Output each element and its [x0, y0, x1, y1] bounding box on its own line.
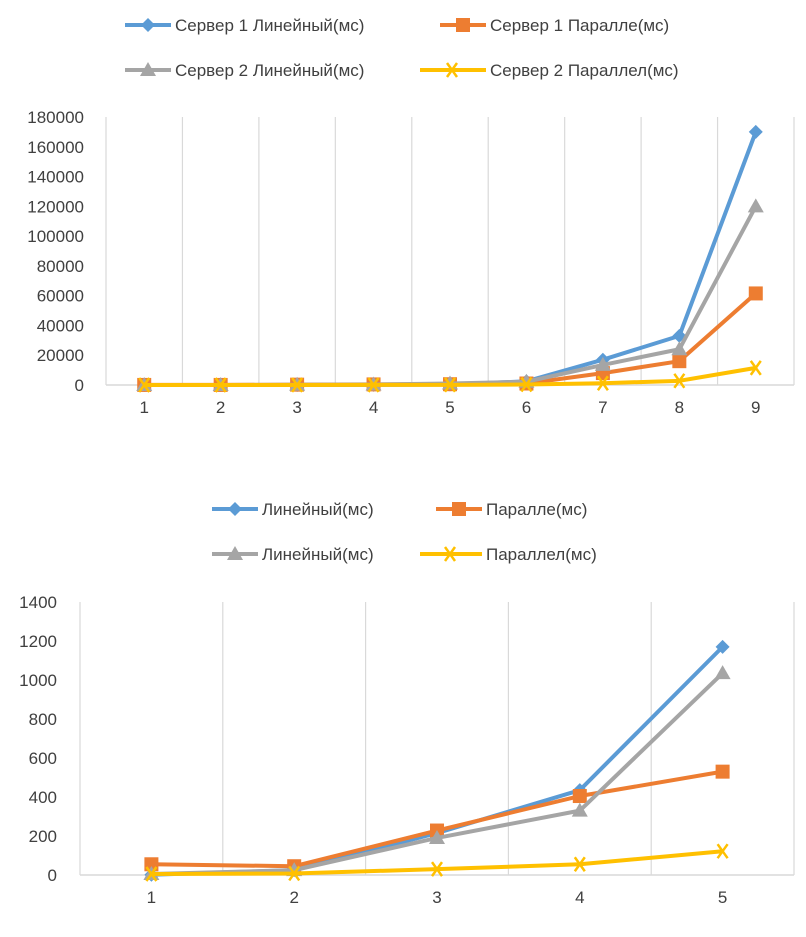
legend-item-series-4: Параллел(мс) [420, 545, 597, 564]
x-tick-label: 5 [718, 888, 727, 907]
y-tick-label: 1200 [19, 632, 57, 651]
y-tick-label: 600 [29, 749, 57, 768]
y-tick-label: 0 [75, 376, 84, 395]
y-tick-labels: 0 200 400 600 800 1000 1200 1400 [19, 593, 57, 885]
vertical-gridlines [105, 117, 795, 385]
x-tick-label: 8 [675, 398, 684, 417]
data-point-marker [571, 802, 588, 817]
legend-item-series-4: Сервер 2 Параллел(мс) [420, 61, 679, 80]
y-tick-label: 400 [29, 788, 57, 807]
x-tick-labels: 1 2 3 4 5 6 7 8 9 [139, 398, 760, 417]
y-tick-labels: 0 20000 40000 60000 80000 100000 120000 140000 1… [27, 108, 84, 395]
legend-label-series-4: Параллел(мс) [486, 545, 597, 564]
x-tick-label: 2 [216, 398, 225, 417]
series-line [151, 769, 723, 869]
data-point-marker [430, 861, 444, 877]
data-point-marker [288, 865, 301, 882]
legend-label-series-3: Линейный(мс) [262, 545, 374, 564]
x-tick-label: 7 [598, 398, 607, 417]
data-point-marker [716, 843, 729, 859]
data-point-marker [520, 376, 533, 393]
y-tick-label: 100000 [27, 227, 84, 246]
legend-item-series-1: Сервер 1 Линейный(мс) [125, 16, 364, 35]
data-point-marker [715, 639, 730, 654]
y-tick-label: 0 [48, 866, 57, 885]
series-1 [144, 639, 730, 882]
data-point-marker [748, 124, 763, 139]
legend-item-series-2: Паралле(мс) [436, 500, 587, 519]
y-tick-label: 20000 [37, 346, 84, 365]
y-tick-label: 80000 [37, 257, 84, 276]
data-point-marker [145, 866, 158, 882]
x-tick-label: 3 [292, 398, 301, 417]
legend-item-series-2: Сервер 1 Паралле(мс) [440, 16, 669, 35]
x-tick-label: 9 [751, 398, 760, 417]
data-point-marker [671, 341, 688, 356]
vertical-gridlines [79, 602, 795, 875]
legend-item-series-3: Линейный(мс) [212, 545, 374, 564]
x-tick-label: 2 [289, 888, 298, 907]
y-tick-label: 1000 [19, 671, 57, 690]
series-lines [136, 124, 764, 393]
x-tick-label: 4 [575, 888, 584, 907]
x-tick-label: 6 [522, 398, 531, 417]
data-point-marker [291, 377, 304, 393]
x-tick-labels: 1 2 3 4 5 [147, 888, 728, 907]
legend-item-series-1: Линейный(мс) [212, 500, 374, 519]
series-line [144, 205, 758, 387]
y-tick-label: 180000 [27, 108, 84, 127]
x-tick-label: 5 [445, 398, 454, 417]
data-point-marker [714, 665, 731, 680]
y-tick-label: 160000 [27, 138, 84, 157]
legend-label-series-2: Паралле(мс) [486, 500, 587, 519]
legend: Сервер 1 Линейный(мс) Сервер 1 Паралле(м… [125, 16, 679, 80]
legend-label-series-1: Сервер 1 Линейный(мс) [175, 16, 364, 35]
data-point-marker [596, 375, 609, 391]
series-3 [143, 665, 731, 881]
x-tick-label: 3 [432, 888, 441, 907]
data-point-marker [673, 373, 686, 389]
legend-label-series-1: Линейный(мс) [262, 500, 374, 519]
y-tick-label: 40000 [37, 316, 84, 335]
y-tick-label: 1400 [19, 593, 57, 612]
series-line [144, 131, 758, 387]
y-tick-label: 800 [29, 710, 57, 729]
data-point-marker [429, 829, 445, 844]
x-tick-label: 4 [369, 398, 378, 417]
data-point-marker [594, 356, 611, 371]
data-point-marker [747, 198, 764, 213]
data-point-marker [748, 286, 763, 301]
x-tick-label: 1 [139, 398, 148, 417]
series-lines [143, 639, 731, 882]
legend-label-series-2: Сервер 1 Паралле(мс) [490, 16, 669, 35]
legend: Линейный(мс) Паралле(мс) Линейный(мс) Па… [212, 500, 597, 564]
legend-item-series-3: Сервер 2 Линейный(мс) [125, 61, 364, 80]
y-tick-label: 200 [29, 827, 57, 846]
legend-label-series-3: Сервер 2 Линейный(мс) [175, 61, 364, 80]
chart-server-comparison: Сервер 1 Линейный(мс) Сервер 1 Паралле(м… [27, 16, 795, 417]
y-tick-label: 140000 [27, 168, 84, 187]
y-tick-label: 60000 [37, 287, 84, 306]
chart-test-comparison: Линейный(мс) Паралле(мс) Линейный(мс) Па… [19, 500, 795, 907]
data-point-marker [214, 377, 227, 393]
legend-label-series-4: Сервер 2 Параллел(мс) [490, 61, 679, 80]
data-point-marker [443, 377, 457, 393]
data-point-marker [715, 764, 730, 779]
y-tick-label: 120000 [27, 197, 84, 216]
data-point-marker [749, 360, 762, 376]
data-point-marker [572, 789, 587, 804]
data-point-marker [367, 377, 380, 393]
data-point-marker [138, 377, 151, 393]
data-point-marker [672, 354, 687, 369]
x-tick-label: 1 [147, 888, 156, 907]
series-4 [145, 843, 729, 882]
data-point-marker [573, 856, 586, 873]
series-4 [138, 360, 762, 393]
